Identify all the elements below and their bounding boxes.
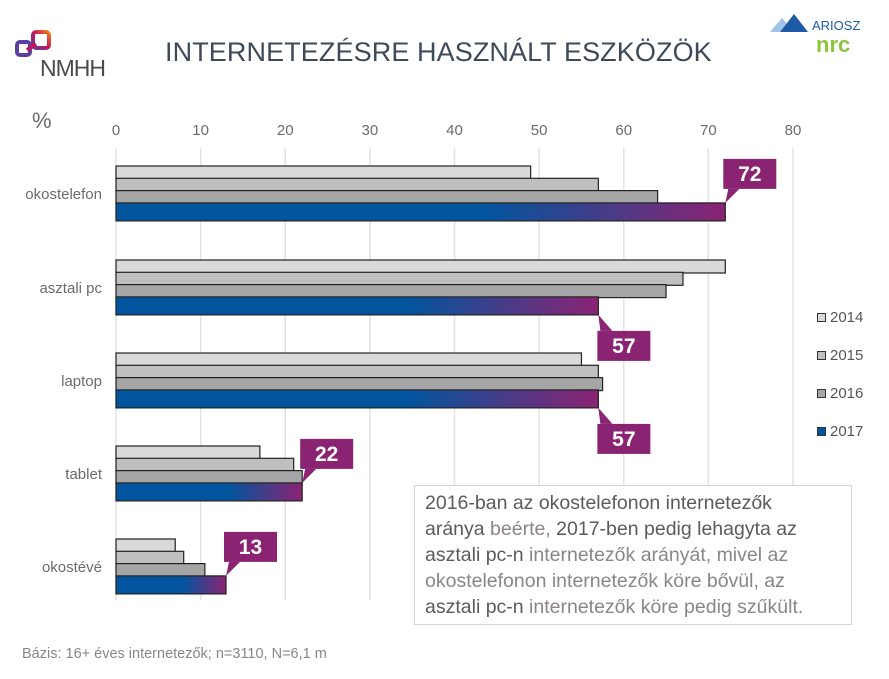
- callout-pointer: [725, 188, 740, 203]
- note-emphasis: 2017-ben pedig lehagyta az: [556, 518, 797, 540]
- x-tick-label: 30: [362, 122, 379, 139]
- category-label: laptop: [61, 373, 102, 390]
- logo-square-right: [31, 30, 51, 50]
- legend-swatch-2017: [817, 426, 826, 436]
- bar-2014-laptop: [115, 352, 583, 367]
- callout-pointer: [598, 407, 613, 424]
- bar-2017-okostévé: [115, 575, 227, 595]
- legend-swatch-2014: [817, 312, 826, 322]
- category-label: okostévé: [42, 559, 102, 576]
- x-tick-label: 10: [192, 122, 209, 139]
- logo-text: NMHH: [40, 55, 105, 81]
- callout-label: 57: [612, 428, 635, 451]
- callout-box: [300, 438, 354, 469]
- note-text: internetezők arányát, mivel az: [523, 544, 789, 566]
- bar-2015-okostévé: [115, 550, 185, 565]
- x-tick-label: 20: [277, 122, 294, 139]
- bar-2015-okostelefon: [115, 177, 599, 192]
- callout-pointer: [598, 314, 613, 331]
- note-line: asztali pc-n internetezők arányát, mivel…: [425, 542, 851, 568]
- x-tick-label: 60: [615, 122, 632, 139]
- category-label: asztali pc: [39, 280, 102, 297]
- legend-swatch-2016: [817, 388, 826, 398]
- callout-pointer: [302, 468, 317, 483]
- callout-label: 13: [239, 536, 262, 559]
- x-tick-label: 40: [446, 122, 463, 139]
- bar-2017-laptop: [115, 389, 599, 409]
- bar-2017-asztali-pc: [115, 296, 599, 316]
- bar-2014-asztali-pc: [115, 259, 726, 274]
- x-tick-label: 50: [531, 122, 548, 139]
- bar-2014-tablet: [115, 445, 261, 460]
- note-emphasis: aránya: [425, 518, 485, 540]
- category-label: okostelefon: [25, 186, 102, 203]
- callout-label: 72: [738, 163, 761, 186]
- legend-item-2016: 2016: [817, 374, 863, 412]
- footnote-base: Bázis: 16+ éves internetezők; n=3110, N=…: [22, 646, 327, 662]
- note-line: okostelefonon internetezők köre bővül, a…: [425, 568, 851, 594]
- callout-box: [597, 330, 651, 361]
- logo-link: [25, 42, 38, 52]
- note-emphasis: asztali pc-n: [425, 544, 524, 566]
- callout-box: [597, 423, 651, 454]
- bar-2016-asztali-pc: [115, 284, 667, 299]
- bar-2016-okostelefon: [115, 190, 659, 205]
- logo-ariosz-text: ARIOSZ: [812, 18, 860, 33]
- callout-label: 57: [612, 335, 635, 358]
- ariosz-nrc-logo: ARIOSZ nrc: [770, 14, 860, 56]
- logo-mountain-dark: [780, 14, 808, 32]
- callout-box: [224, 531, 278, 562]
- legend-label-2017: 2017: [830, 422, 864, 440]
- legend-label-2015: 2015: [830, 346, 864, 364]
- x-tick-label: 80: [785, 122, 802, 139]
- bar-2014-okostévé: [115, 538, 176, 553]
- bar-2015-tablet: [115, 457, 295, 472]
- logo-nrc-text: nrc: [816, 32, 850, 56]
- bar-2015-asztali-pc: [115, 271, 684, 286]
- legend-item-2017: 2017: [817, 412, 863, 450]
- legend-item-2014: 2014: [817, 298, 863, 336]
- legend-label-2016: 2016: [830, 384, 864, 402]
- note-line: aránya beérte, 2017-ben pedig lehagyta a…: [425, 516, 851, 542]
- legend-label-2014: 2014: [830, 308, 864, 326]
- bar-2016-laptop: [115, 377, 604, 392]
- callout-pointer: [226, 561, 241, 576]
- note-line: 2016-ban az okostelefonon internetezők: [425, 490, 851, 516]
- bar-2015-laptop: [115, 364, 599, 379]
- callout-label: 22: [315, 443, 338, 466]
- bar-2017-tablet: [115, 482, 303, 502]
- bar-2016-tablet: [115, 470, 303, 485]
- nmhh-logo: NMHH: [15, 30, 106, 81]
- legend-item-2015: 2015: [817, 336, 863, 374]
- x-tick-label: 0: [112, 122, 120, 139]
- page-title: INTERNETEZÉSRE HASZNÁLT ESZKÖZÖK: [165, 37, 712, 67]
- legend-swatch-2015: [817, 350, 826, 360]
- x-tick-label: 70: [700, 122, 717, 139]
- legend: 2014 2015 2016 2017: [817, 298, 863, 450]
- annotation-box: 2016-ban az okostelefonon internetezők a…: [414, 485, 852, 625]
- note-text: okostelefonon internetezők köre bővül, a…: [425, 570, 785, 592]
- bar-2016-okostévé: [115, 562, 206, 578]
- bar-2017-okostelefon: [115, 202, 726, 222]
- category-label: tablet: [65, 466, 103, 483]
- note-line: asztali pc-n internetezők köre pedig szű…: [425, 594, 851, 620]
- note-emphasis: 2016-ban az okostelefonon internetezők: [425, 492, 772, 514]
- note-text: internetezők köre pedig szűkült.: [523, 596, 804, 618]
- bar-2014-okostelefon: [115, 165, 532, 180]
- note-emphasis: asztali pc-n: [425, 596, 524, 618]
- unit-label: %: [32, 108, 52, 133]
- callout-box: [723, 158, 777, 189]
- note-text: beérte,: [484, 518, 557, 540]
